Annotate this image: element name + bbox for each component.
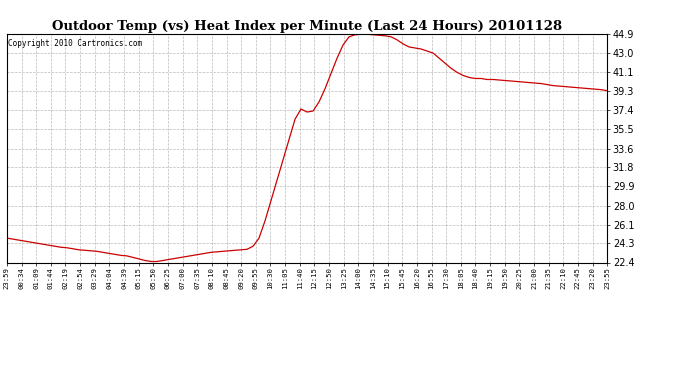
Title: Outdoor Temp (vs) Heat Index per Minute (Last 24 Hours) 20101128: Outdoor Temp (vs) Heat Index per Minute …	[52, 20, 562, 33]
Text: Copyright 2010 Cartronics.com: Copyright 2010 Cartronics.com	[8, 39, 142, 48]
